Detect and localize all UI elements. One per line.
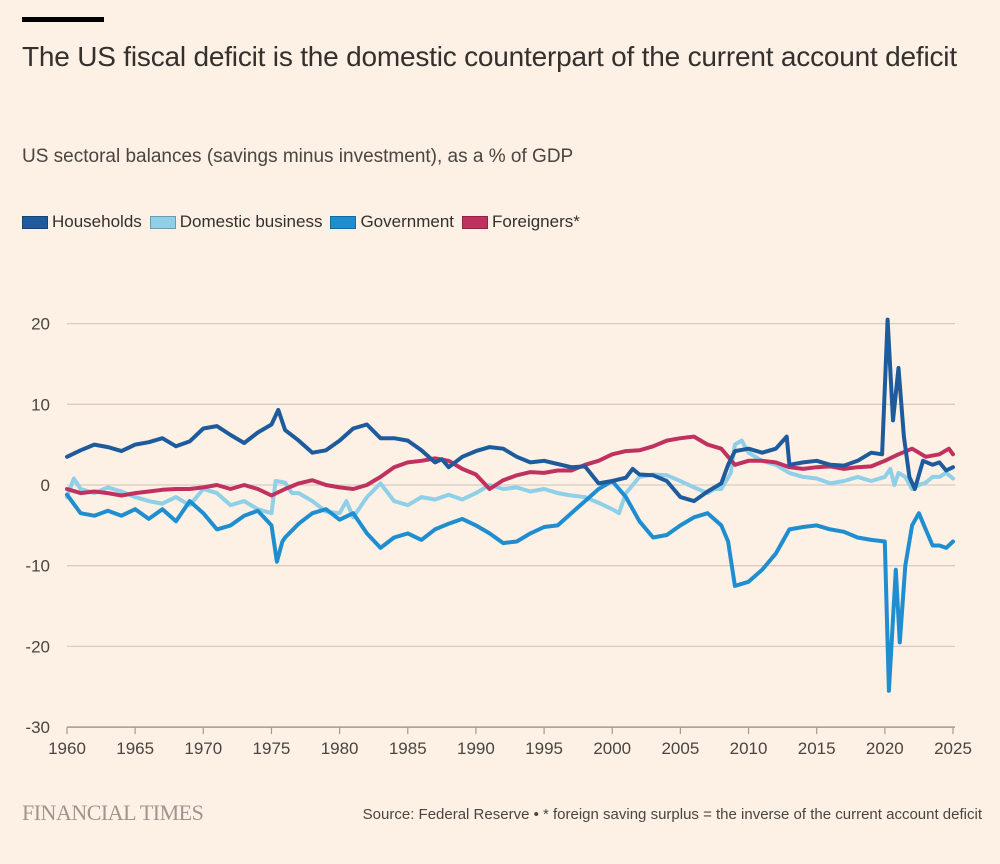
series-lines (65, 317, 955, 693)
legend-swatch (330, 215, 357, 229)
legend-label: Government (360, 212, 454, 231)
legend-swatch (149, 215, 176, 229)
x-tick-label: 1965 (116, 739, 154, 758)
x-tick-label: 1980 (321, 739, 359, 758)
x-tick-label: 1970 (184, 739, 222, 758)
x-tick-label: 1995 (525, 739, 563, 758)
y-axis: 20 10 0 -10 -20 -30 (25, 315, 50, 737)
legend-item-foreigners: Foreigners* (462, 212, 580, 232)
x-axis: 1960 1965 1970 1975 1980 1985 1990 1995 2000 2005… (48, 727, 972, 758)
y-tick-label: -30 (25, 718, 50, 737)
y-tick-label: -10 (25, 557, 50, 576)
x-tick-label: 2015 (798, 739, 836, 758)
y-tick-label: 0 (41, 476, 50, 495)
legend-label: Households (52, 212, 142, 231)
legend-label: Domestic business (179, 212, 323, 231)
x-tick-label: 2025 (934, 739, 972, 758)
y-tick-label: -20 (25, 637, 50, 656)
series-line-domestic-business (65, 438, 955, 520)
x-tick-label: 1990 (457, 739, 495, 758)
ft-logo: FINANCIAL TIMES (22, 800, 204, 825)
legend-item-government: Government (330, 212, 454, 232)
gridlines (67, 322, 955, 728)
x-tick-label: 1960 (48, 739, 86, 758)
chart-subtitle: US sectoral balances (savings minus inve… (22, 146, 574, 167)
brand-accent-bar (22, 17, 104, 22)
legend-item-domestic-business: Domestic business (149, 212, 323, 232)
legend-swatch (22, 215, 48, 229)
series-line-foreigners (65, 434, 955, 498)
x-tick-label: 2000 (593, 739, 631, 758)
legend-label: Foreigners* (492, 212, 580, 231)
y-tick-label: 10 (31, 395, 50, 414)
x-tick-label: 2010 (730, 739, 768, 758)
legend-item-households: Households (22, 212, 142, 232)
y-tick-label: 20 (31, 315, 50, 334)
x-tick-label: 1985 (389, 739, 427, 758)
x-tick-label: 1975 (253, 739, 291, 758)
chart-title: The US fiscal deficit is the domestic co… (22, 41, 957, 72)
legend: Households Domestic business Government … (22, 212, 588, 232)
legend-swatch (462, 215, 488, 229)
series-line-households (65, 317, 955, 504)
series-line-government (65, 479, 955, 693)
x-tick-label: 2020 (866, 739, 904, 758)
x-tick-label: 2005 (661, 739, 699, 758)
source-note: Source: Federal Reserve • * foreign savi… (362, 806, 982, 823)
